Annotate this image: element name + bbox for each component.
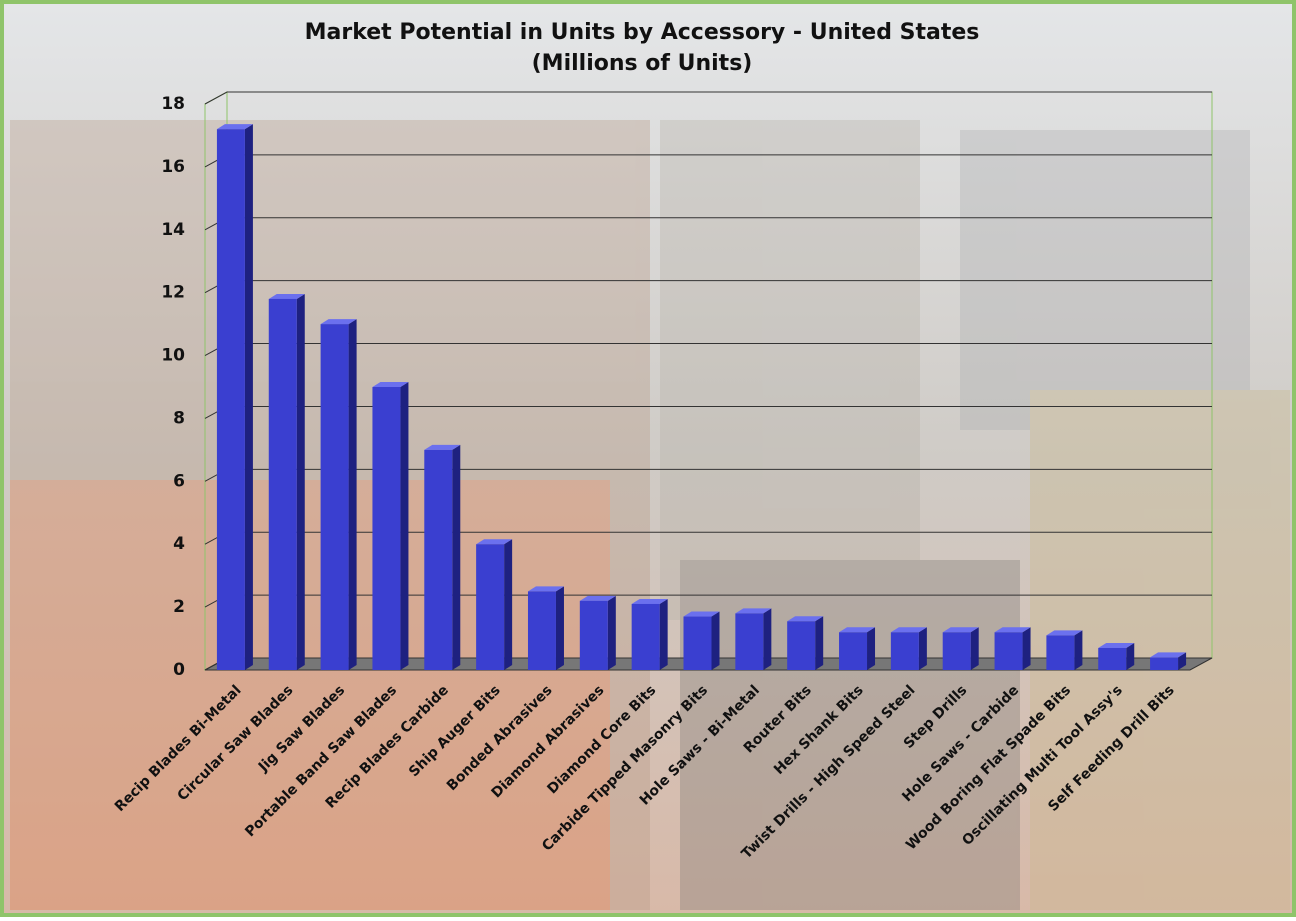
bar-top bbox=[735, 608, 772, 614]
bar-side bbox=[452, 444, 461, 670]
bar bbox=[372, 387, 401, 670]
y-tick-label: 18 bbox=[161, 94, 185, 114]
bar-side bbox=[555, 586, 564, 670]
bar-side bbox=[1022, 627, 1031, 670]
bar-side bbox=[970, 627, 979, 670]
bar bbox=[579, 600, 608, 670]
bar-top bbox=[216, 124, 253, 130]
chart-subtitle: (Millions of Units) bbox=[532, 51, 753, 76]
bar bbox=[216, 129, 245, 671]
bar-top bbox=[579, 595, 616, 601]
bar-top bbox=[372, 382, 409, 387]
bar-top bbox=[631, 598, 668, 604]
bar bbox=[735, 613, 764, 670]
bar bbox=[631, 603, 660, 670]
bar-side bbox=[504, 539, 513, 670]
bar-top bbox=[1098, 642, 1135, 648]
grid-line bbox=[204, 91, 1212, 105]
bar bbox=[1150, 657, 1179, 670]
bar-side bbox=[867, 627, 876, 670]
bar-side bbox=[1126, 642, 1135, 670]
bar-side bbox=[1178, 652, 1187, 670]
y-tick-label: 4 bbox=[173, 534, 185, 554]
bar-side bbox=[348, 319, 357, 670]
photo-shapes bbox=[10, 120, 1290, 910]
chart-title: Market Potential in Units by Accessory -… bbox=[305, 20, 980, 45]
y-tick-label: 6 bbox=[173, 471, 185, 491]
bar-top bbox=[476, 539, 513, 545]
bar-top bbox=[839, 627, 876, 633]
bar bbox=[320, 324, 349, 670]
bar-side bbox=[400, 382, 409, 670]
bar-side bbox=[711, 611, 720, 670]
y-tick-label: 8 bbox=[173, 408, 185, 428]
bar-top bbox=[683, 611, 720, 617]
bar-side bbox=[296, 293, 305, 670]
bar-side bbox=[763, 608, 772, 670]
bar-top bbox=[787, 616, 824, 622]
bar-top bbox=[1150, 652, 1187, 658]
bar-top bbox=[320, 319, 357, 325]
y-tick-label: 2 bbox=[173, 597, 185, 617]
bar bbox=[890, 632, 919, 670]
bar-top bbox=[942, 627, 979, 633]
bar-top bbox=[1046, 630, 1083, 636]
y-tick-label: 0 bbox=[173, 660, 185, 680]
bar bbox=[994, 632, 1023, 670]
bar bbox=[942, 632, 971, 670]
bar-side bbox=[815, 616, 824, 670]
bar bbox=[476, 544, 505, 670]
bar bbox=[424, 449, 453, 670]
bar bbox=[683, 616, 712, 670]
bar-top bbox=[527, 586, 564, 592]
bar-side bbox=[918, 627, 927, 670]
bar-top bbox=[994, 627, 1031, 633]
bar-side bbox=[607, 595, 616, 670]
bar-top bbox=[424, 444, 461, 450]
bar bbox=[839, 632, 868, 670]
y-tick-label: 14 bbox=[161, 220, 185, 240]
bar-side bbox=[244, 124, 253, 670]
bar bbox=[1098, 647, 1127, 670]
bar bbox=[1046, 635, 1075, 670]
bar-top bbox=[268, 293, 305, 299]
bar-top bbox=[890, 627, 927, 633]
bar-side bbox=[1074, 630, 1083, 670]
y-tick-label: 10 bbox=[161, 346, 185, 366]
bar bbox=[527, 591, 556, 670]
y-tick-label: 12 bbox=[161, 283, 185, 303]
y-tick-label: 16 bbox=[161, 157, 185, 177]
bar bbox=[268, 298, 297, 670]
bar bbox=[787, 621, 816, 670]
bar-side bbox=[659, 598, 668, 670]
